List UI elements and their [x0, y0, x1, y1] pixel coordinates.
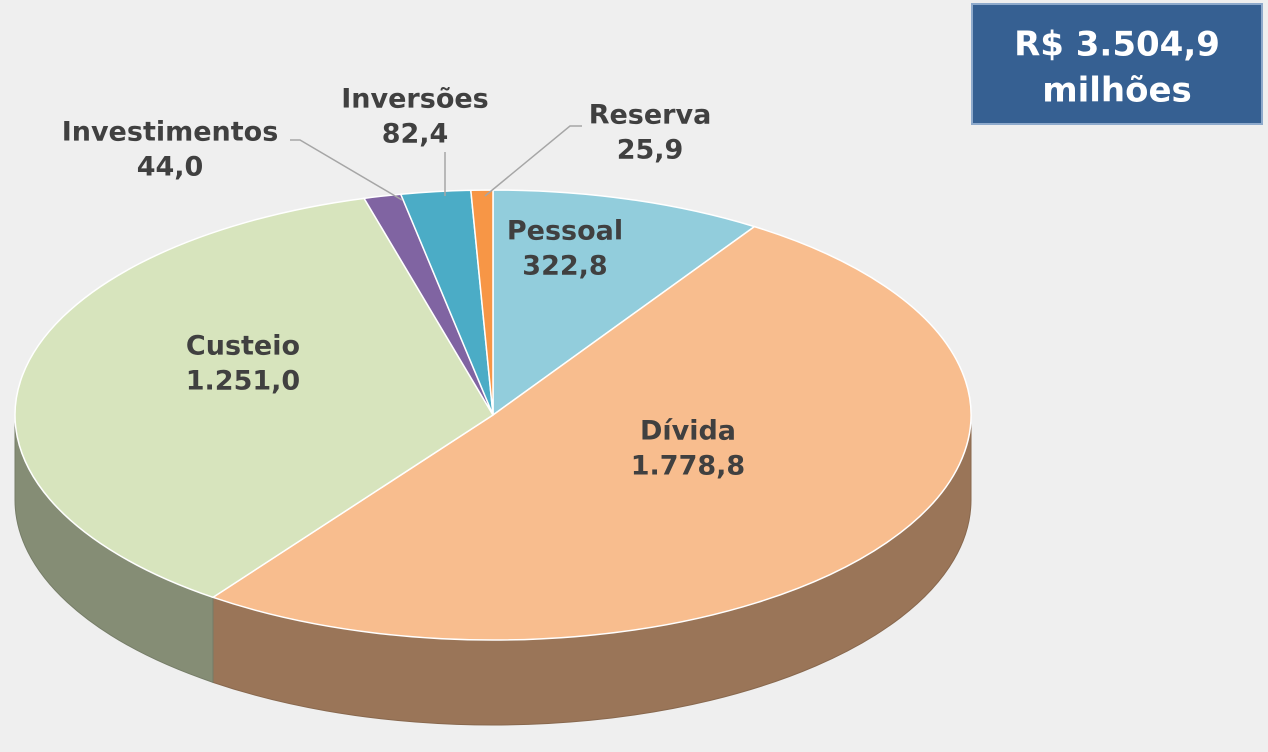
category-label: Reserva	[589, 100, 712, 131]
slice-tops	[14, 189, 972, 641]
total-box	[971, 3, 1263, 125]
category-label: Inversões	[341, 84, 489, 115]
total-label: milhões	[1042, 71, 1192, 111]
value-label: 1.778,8	[631, 451, 745, 482]
value-label: 82,4	[382, 119, 449, 150]
slice	[14, 197, 495, 599]
value-label: 1.251,0	[186, 366, 300, 397]
category-label: Custeio	[186, 331, 300, 362]
category-label: Pessoal	[507, 216, 623, 247]
labels: Pessoal 322,8 Dívida 1.778,8 Custeio 1.251,0 I…	[62, 84, 746, 482]
value-label: 322,8	[522, 251, 607, 282]
slice	[211, 225, 972, 641]
value-label: 44,0	[137, 152, 204, 183]
slice	[492, 189, 757, 417]
value-label: 25,9	[617, 135, 684, 166]
leader-line	[484, 125, 582, 197]
total-label: R$ 3.504,9	[1014, 25, 1220, 65]
category-label: Dívida	[640, 416, 736, 447]
category-label: Investimentos	[62, 117, 279, 148]
leader-line	[290, 139, 403, 201]
